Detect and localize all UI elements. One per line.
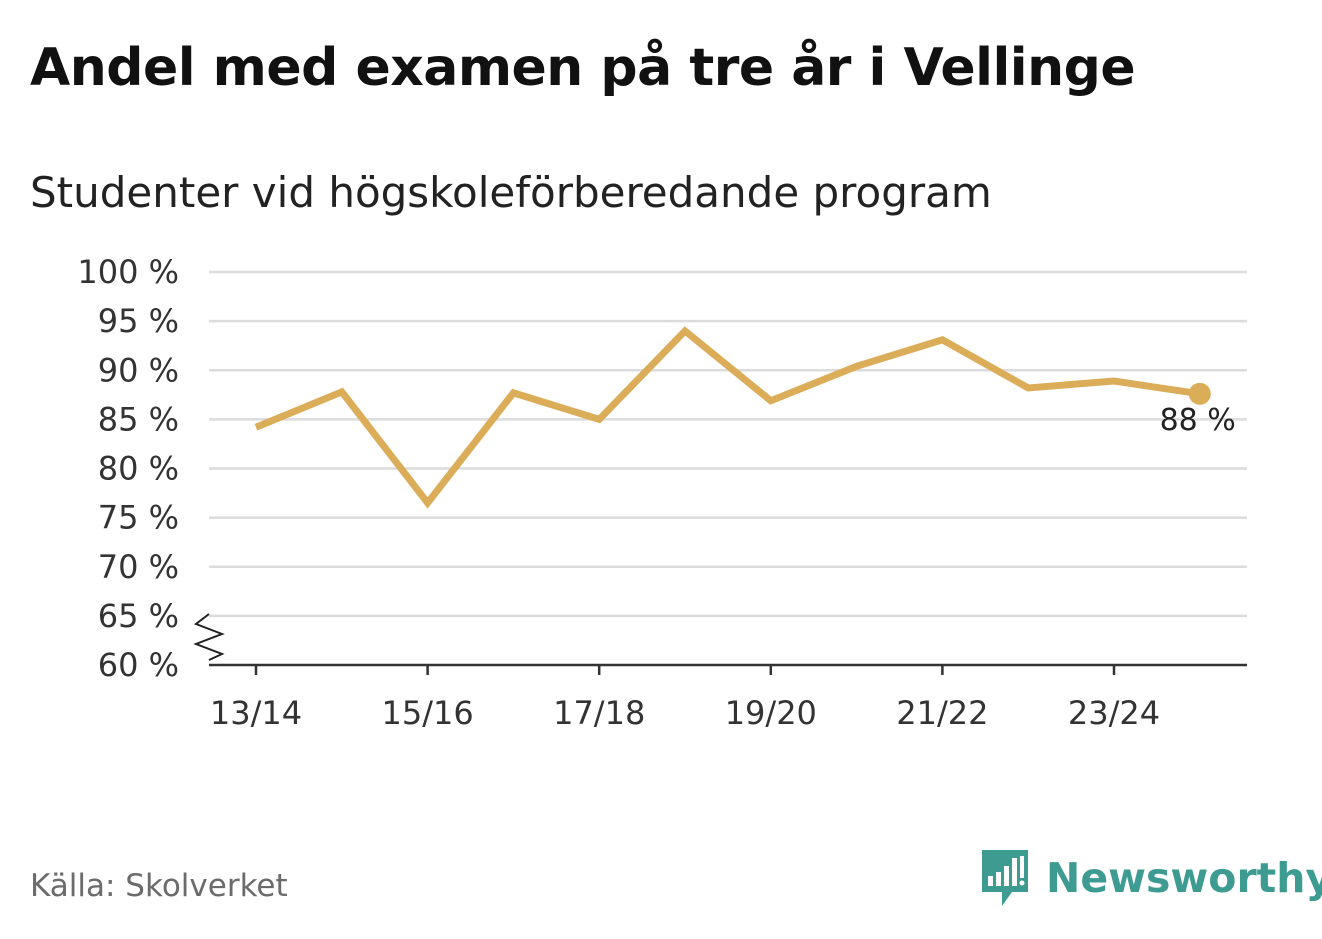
- last-data-point: [1188, 382, 1211, 405]
- y-tick-label: 100 %: [77, 253, 179, 291]
- y-tick-label: 75 %: [98, 499, 179, 537]
- x-tick-label: 23/24: [1068, 694, 1160, 732]
- y-tick-label: 90 %: [98, 351, 179, 389]
- last-value-label: 88 %: [1160, 403, 1236, 438]
- x-tick-label: 17/18: [553, 694, 645, 732]
- y-tick-label: 85 %: [98, 400, 179, 438]
- chart-title: Andel med examen på tre år i Vellinge: [30, 38, 1136, 98]
- gridlines: [209, 270, 1247, 618]
- x-tick-label: 19/20: [725, 694, 817, 732]
- y-axis-ticks: 60 % 65 % 70 % 75 % 80 % 85 % 90 % 95 % 100 %: [77, 253, 179, 684]
- source-label: Källa: Skolverket: [30, 868, 288, 904]
- y-tick-label: 80 %: [98, 450, 179, 488]
- x-tick-label: 21/22: [896, 694, 988, 732]
- y-tick-label: 95 %: [98, 302, 179, 340]
- axis-break-icon: [193, 613, 225, 661]
- newsworthy-logo-icon: [982, 850, 1028, 906]
- y-tick-label: 60 %: [98, 646, 179, 684]
- x-tick-label: 15/16: [381, 694, 473, 732]
- x-tick-label: 13/14: [210, 694, 302, 732]
- y-tick-label: 65 %: [98, 597, 179, 635]
- x-axis-ticks: 13/14 15/16 17/18 19/20 21/22 23/24: [210, 665, 1160, 732]
- y-tick-label: 70 %: [98, 548, 179, 586]
- chart-subtitle: Studenter vid högskoleförberedande progr…: [30, 168, 992, 217]
- brand-name: Newsworthy: [1046, 854, 1322, 902]
- brand-logo: Newsworthy: [980, 848, 1322, 908]
- series-layer: [254, 326, 1211, 509]
- series-line: [254, 326, 1201, 509]
